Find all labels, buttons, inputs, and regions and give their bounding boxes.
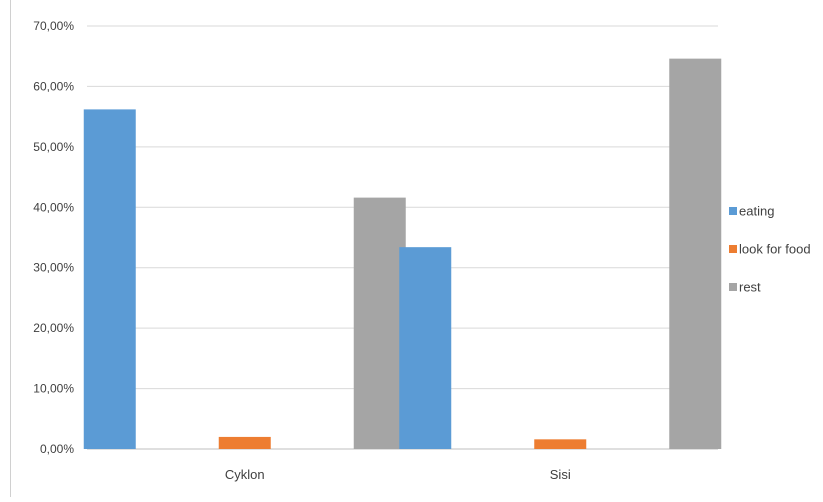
- y-tick-label: 70,00%: [33, 19, 74, 33]
- x-tick-label: Cyklon: [225, 467, 265, 482]
- bar-eating-sisi: [399, 247, 452, 449]
- legend-label: rest: [739, 280, 761, 295]
- y-tick-label: 20,00%: [33, 321, 74, 335]
- y-tick-label: 60,00%: [33, 79, 74, 93]
- legend-swatch: [729, 207, 737, 215]
- y-tick-label: 30,00%: [33, 261, 74, 275]
- x-axis-tick-labels: Cyklon Sisi: [225, 467, 571, 482]
- bar-eating-cyklon: [83, 109, 136, 450]
- x-tick-label: Sisi: [550, 467, 571, 482]
- y-tick-label: 40,00%: [33, 200, 74, 214]
- bar-look-for-food-sisi: [534, 439, 587, 449]
- legend-swatch: [729, 245, 737, 253]
- legend-swatch: [729, 283, 737, 291]
- bar-rest-sisi: [669, 58, 722, 449]
- y-tick-label: 0,00%: [40, 442, 74, 456]
- legend-label: look for food: [739, 242, 811, 257]
- legend-label: eating: [739, 204, 774, 219]
- y-tick-label: 50,00%: [33, 140, 74, 154]
- bar-look-for-food-cyklon: [218, 436, 271, 449]
- chart-frame-edge: [10, 0, 11, 497]
- legend: eating look for food rest: [729, 204, 811, 295]
- bars: [83, 58, 722, 450]
- bar-rest-cyklon: [353, 197, 406, 449]
- y-axis-tick-labels: 0,00% 10,00% 20,00% 30,00% 40,00% 50,00% 60,00…: [33, 19, 74, 456]
- y-tick-label: 10,00%: [33, 382, 74, 396]
